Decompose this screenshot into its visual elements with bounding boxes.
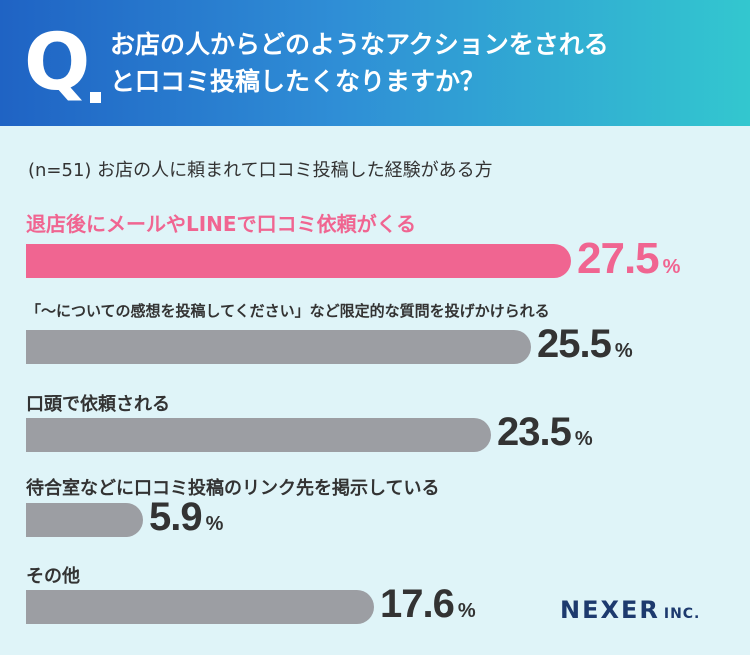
value-number: 25.5 xyxy=(537,322,612,367)
q-mark: Q xyxy=(24,18,90,108)
question-header: Q お店の人からどのようなアクションをされる と口コミ投稿したくなりますか？ xyxy=(0,0,750,126)
category-label-3: 口頭で依頼される xyxy=(26,394,170,415)
nexer-logo: NEXER INC. xyxy=(560,596,700,624)
question-line-2: と口コミ投稿したくなりますか？ xyxy=(110,67,486,96)
logo-suffix: INC. xyxy=(663,606,701,622)
question-text: お店の人からどのようなアクションをされる と口コミ投稿したくなりますか？ xyxy=(110,26,730,100)
value-unit: % xyxy=(662,255,681,278)
value-unit: % xyxy=(457,600,476,623)
value-unit: % xyxy=(614,340,633,363)
bar-5 xyxy=(26,590,374,624)
bar-4 xyxy=(26,503,143,537)
bar-1 xyxy=(26,244,571,278)
value-label-3: 23.5% xyxy=(497,410,593,455)
category-label-5: その他 xyxy=(26,566,80,587)
logo-text: NEXER xyxy=(560,596,660,624)
bar-3 xyxy=(26,418,491,452)
value-label-4: 5.9% xyxy=(149,495,223,540)
q-dot xyxy=(90,92,101,103)
value-number: 5.9 xyxy=(149,495,203,540)
value-number: 17.6 xyxy=(380,582,455,627)
bar-2 xyxy=(26,330,531,364)
value-number: 27.5 xyxy=(577,233,660,283)
value-number: 23.5 xyxy=(497,410,572,455)
chart-subtitle: (n=51) お店の人に頼まれて口コミ投稿した経験がある方 xyxy=(28,160,493,181)
question-line-1: お店の人からどのようなアクションをされる xyxy=(110,30,609,59)
category-label-2: 「～についての感想を投稿してください」など限定的な質問を投げかけられる xyxy=(26,302,550,320)
category-label-1: 退店後にメールやLINEで口コミ依頼がくる xyxy=(26,212,417,236)
value-label-2: 25.5% xyxy=(537,322,633,367)
value-unit: % xyxy=(574,428,593,451)
category-label-4: 待合室などに口コミ投稿のリンク先を掲示している xyxy=(26,478,440,499)
value-label-1: 27.5% xyxy=(577,234,680,284)
value-unit: % xyxy=(205,513,224,536)
value-label-5: 17.6% xyxy=(380,582,476,627)
